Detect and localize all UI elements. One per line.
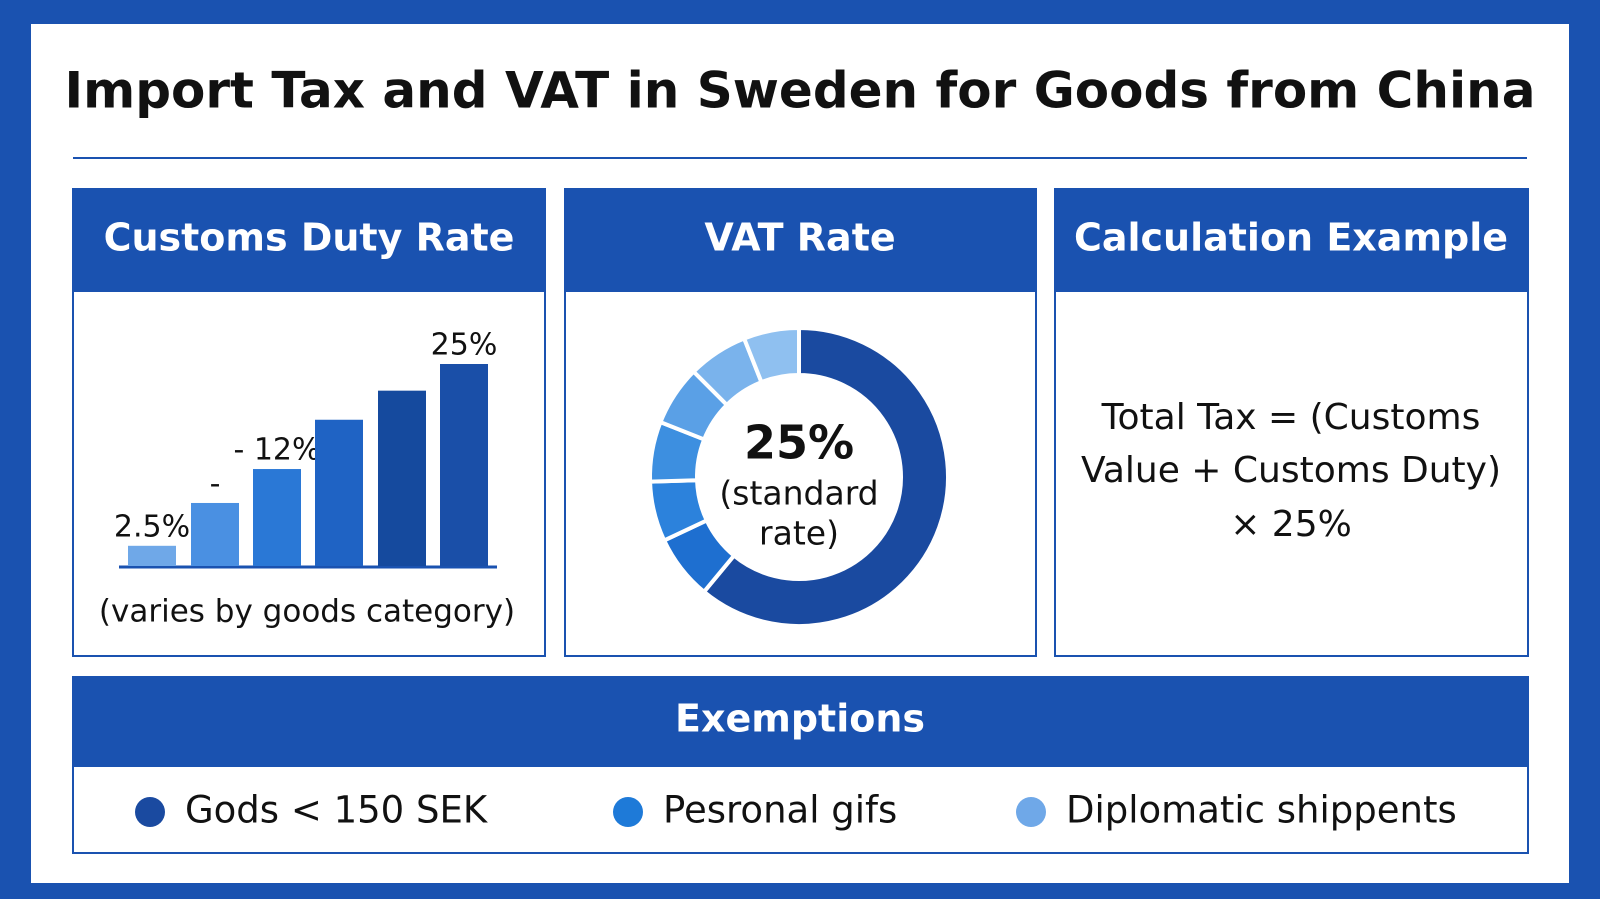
center-value: 25%	[744, 416, 854, 470]
title: Import Tax and VAT in Sweden for Goods f…	[65, 62, 1536, 120]
exemption-item: Gods < 150 SEK	[185, 789, 489, 832]
formula-line: Value + Customs Duty)	[1081, 450, 1501, 491]
bar	[253, 469, 301, 566]
value-label: 2.5%	[114, 509, 190, 544]
bullet	[613, 797, 643, 827]
exemptions-header	[73, 677, 1528, 767]
value-label: - 12%	[233, 433, 320, 468]
center-text: rate)	[759, 514, 839, 553]
center-text: (standard	[719, 474, 878, 513]
panel-title: Calculation Example	[1074, 216, 1508, 260]
formula-line: × 25%	[1230, 504, 1352, 545]
exemption-item: Pesronal gifs	[663, 789, 897, 832]
formula-line: Total Tax = (Customs	[1101, 397, 1481, 438]
panel-header	[73, 189, 545, 292]
exemptions-title: Exemptions	[675, 697, 925, 741]
bullet	[135, 797, 165, 827]
donut-segment	[701, 325, 950, 628]
donut-segment	[741, 325, 801, 385]
value-label: -	[210, 466, 221, 501]
bar	[440, 364, 488, 566]
bar	[315, 419, 363, 566]
bar	[191, 502, 239, 566]
bar	[128, 545, 176, 566]
panel-header	[1055, 189, 1528, 292]
panel-title: Customs Duty Rate	[104, 216, 515, 260]
value-label: 25%	[431, 328, 498, 363]
note: (varies by goods category)	[99, 594, 515, 630]
bar	[378, 390, 426, 566]
panel-header	[565, 189, 1036, 292]
panel-title: VAT Rate	[704, 216, 895, 260]
bullet	[1016, 797, 1046, 827]
exemption-item: Diplomatic shippents	[1066, 789, 1457, 832]
